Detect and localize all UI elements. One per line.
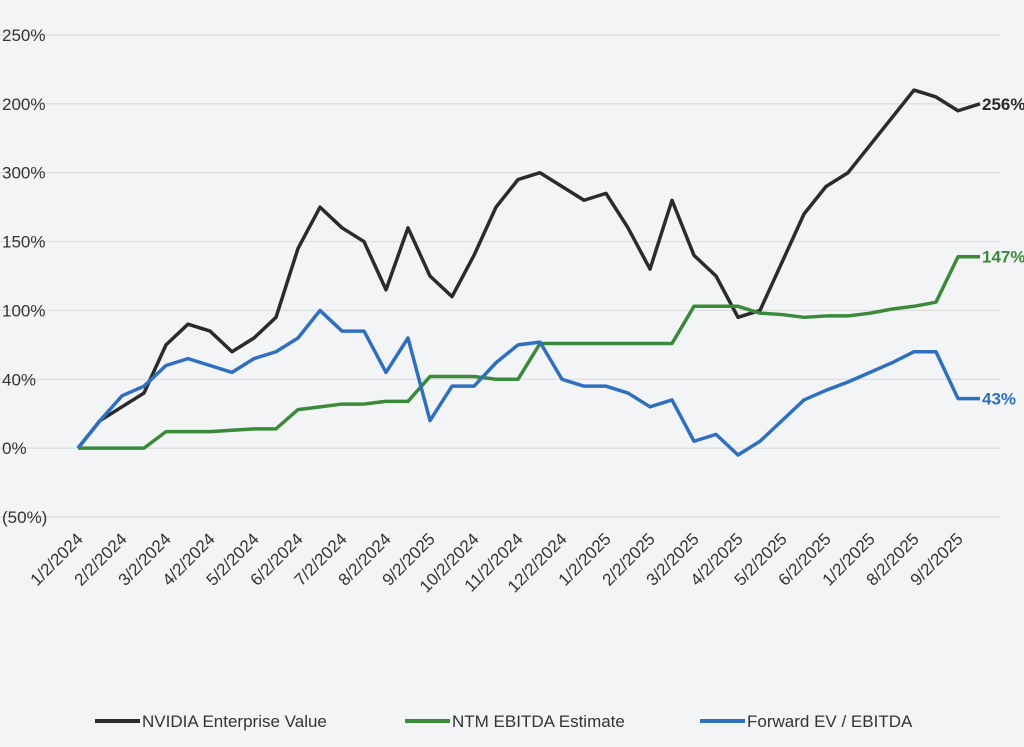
end-label: 43% [982,390,1016,409]
y-tick-label: 250% [2,26,45,45]
y-tick-label: 200% [2,95,45,114]
y-tick-label: 0% [2,439,27,458]
y-tick-label: 150% [2,233,45,252]
legend-label: NVIDIA Enterprise Value [142,712,327,731]
series-line [76,88,981,450]
y-tick-label: 300% [2,164,45,183]
series-line [78,254,980,450]
series-line [76,308,980,457]
end-label: 256% [982,95,1024,114]
legend-label: Forward EV / EBITDA [747,712,913,731]
end-label: 147% [982,248,1024,267]
y-tick-label: 100% [2,301,45,320]
y-tick-label: (50%) [2,508,47,527]
y-tick-label: 40% [2,370,36,389]
legend-label: NTM EBITDA Estimate [452,712,625,731]
